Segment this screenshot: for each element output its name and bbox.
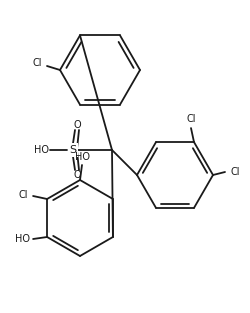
Text: O: O (73, 170, 80, 180)
Text: S: S (69, 145, 76, 155)
Text: Cl: Cl (186, 114, 195, 124)
Text: HO: HO (75, 152, 90, 162)
Text: HO: HO (14, 234, 30, 244)
Text: Cl: Cl (229, 167, 239, 177)
Text: Cl: Cl (32, 58, 42, 68)
Text: HO: HO (34, 145, 49, 155)
Text: Cl: Cl (18, 190, 28, 200)
Text: O: O (73, 120, 80, 130)
